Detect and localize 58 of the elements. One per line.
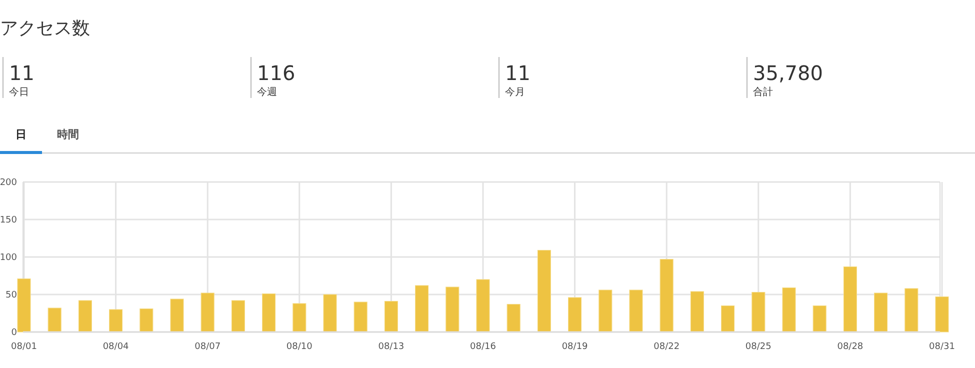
bar — [598, 290, 612, 332]
bar — [537, 250, 551, 332]
bar — [629, 290, 643, 332]
bar — [721, 305, 735, 332]
bar — [812, 305, 826, 332]
x-tick-label: 08/19 — [562, 342, 588, 352]
bar — [568, 297, 582, 332]
bar — [506, 304, 520, 332]
bar — [690, 291, 704, 332]
bar — [446, 286, 460, 332]
x-tick-label: 08/13 — [378, 342, 404, 352]
bar — [354, 302, 368, 332]
bar — [323, 294, 337, 332]
text: 11 — [9, 61, 34, 85]
category-label: 今月 — [505, 86, 525, 98]
bar — [292, 303, 306, 332]
x-tick-label: 08/31 — [929, 342, 955, 352]
category-label: 今週 — [257, 86, 277, 98]
bar — [170, 298, 184, 332]
bar — [48, 308, 62, 332]
text: アクセス数 — [0, 18, 90, 39]
bar — [752, 292, 766, 332]
text: 時間 — [57, 128, 79, 141]
bar — [476, 279, 490, 332]
bar — [935, 296, 949, 332]
bar — [415, 285, 429, 332]
text: 35,780 — [753, 61, 823, 85]
bar — [874, 292, 888, 332]
x-tick-label: 08/10 — [286, 342, 313, 352]
bar — [904, 288, 918, 332]
bar — [17, 278, 31, 332]
y-tick-label: 150 — [0, 216, 18, 226]
bar — [78, 300, 92, 332]
category-label: 今日 — [9, 86, 29, 98]
x-tick-label: 08/01 — [11, 342, 37, 352]
x-tick-label: 08/25 — [745, 342, 772, 352]
y-tick-label: 200 — [0, 178, 18, 188]
x-tick-label: 08/04 — [102, 342, 130, 352]
text: 116 — [257, 61, 296, 85]
x-tick-label: 08/16 — [470, 342, 496, 352]
bar — [660, 258, 674, 332]
text: 11 — [505, 61, 530, 85]
bar — [262, 293, 276, 332]
y-tick-label: 100 — [0, 253, 18, 263]
bar — [140, 308, 154, 332]
bar — [782, 287, 796, 332]
x-tick-label: 08/28 — [837, 342, 864, 352]
bar — [109, 309, 123, 332]
y-tick-label: 0 — [11, 328, 18, 338]
bar — [231, 300, 245, 332]
bar — [843, 266, 857, 332]
x-tick-label: 08/07 — [194, 342, 221, 352]
y-tick-label: 50 — [6, 290, 18, 300]
bar — [200, 292, 214, 332]
text: 日 — [16, 128, 26, 141]
x-tick-label: 08/22 — [654, 342, 680, 352]
category-label: 合計 — [753, 86, 773, 98]
bar — [384, 300, 398, 332]
